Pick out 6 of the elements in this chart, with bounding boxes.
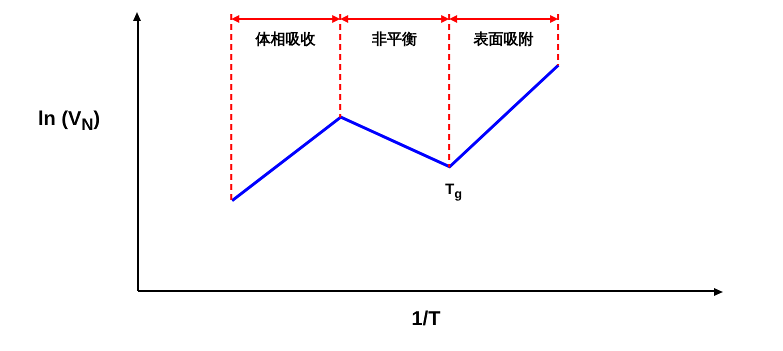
- x-axis-title: 1/T: [410, 308, 442, 331]
- text: 表面吸附: [472, 30, 535, 49]
- y-axis-title: ln (V$_{N}$): [38, 108, 100, 135]
- text: 体相吸收: [254, 30, 317, 49]
- text: 非平衡: [371, 30, 418, 49]
- annotation: T$_{g}$: [445, 181, 462, 202]
